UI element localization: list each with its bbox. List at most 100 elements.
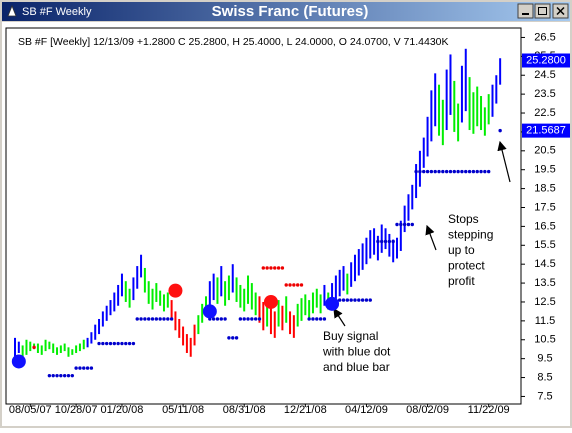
- y-tick-label: 26.5: [534, 31, 555, 43]
- price-tag-label: 25.2800: [526, 54, 566, 66]
- long-stop: [448, 169, 453, 174]
- annotation-text: stepping: [448, 228, 493, 242]
- arrow: [497, 140, 511, 183]
- y-tick-label: 18.5: [534, 183, 555, 195]
- short-stop: [276, 266, 281, 270]
- window-title: SB #F Weekly: [22, 6, 92, 18]
- long-stop: [311, 317, 315, 321]
- long-stop: [441, 169, 445, 174]
- signal-dot: [202, 304, 217, 319]
- price-tag: [522, 53, 570, 68]
- long-stop: [368, 298, 372, 302]
- y-tick-label: 14.5: [534, 258, 555, 270]
- long-stop: [139, 317, 143, 321]
- long-stop: [120, 341, 124, 346]
- long-stop: [55, 373, 59, 378]
- long-stop: [169, 317, 174, 321]
- y-tick-label: 9.5: [537, 353, 552, 365]
- long-stop: [345, 298, 350, 302]
- short-stop: [265, 266, 269, 270]
- x-tick-label: 08/31/08: [223, 404, 266, 416]
- long-stop: [341, 298, 346, 302]
- long-stop: [315, 317, 319, 321]
- long-stop: [471, 169, 476, 174]
- x-tick-label: 08/05/07: [9, 404, 52, 416]
- short-stop: [299, 283, 304, 287]
- maximize-button[interactable]: [534, 3, 551, 19]
- long-stop: [357, 298, 361, 302]
- long-stop: [124, 341, 128, 346]
- annotation-text: with blue dot: [322, 345, 391, 359]
- long-stop: [238, 317, 243, 321]
- long-stop: [104, 341, 109, 346]
- long-stop: [78, 366, 82, 370]
- long-stop: [242, 317, 246, 321]
- long-stop: [89, 366, 94, 370]
- price-tag-label: 21.5687: [526, 125, 566, 137]
- long-stop: [467, 169, 472, 174]
- short-stop: [32, 345, 36, 350]
- annotation-text: up to: [448, 243, 475, 257]
- chart-title: Swiss Franc (Futures): [212, 3, 369, 20]
- long-stop: [360, 298, 365, 302]
- y-tick-label: 19.5: [534, 164, 555, 176]
- y-tick-label: 10.5: [534, 334, 555, 346]
- short-stop: [261, 266, 265, 270]
- long-stop: [158, 317, 162, 321]
- long-stop: [437, 169, 441, 174]
- long-stop: [395, 222, 399, 227]
- long-stop: [82, 366, 86, 370]
- long-stop: [402, 222, 407, 227]
- long-stop: [234, 336, 239, 340]
- long-stop: [101, 341, 105, 346]
- short-stop: [295, 283, 300, 287]
- short-stop: [284, 283, 288, 287]
- long-stop: [364, 298, 369, 302]
- long-stop: [456, 169, 460, 174]
- long-stop: [219, 317, 223, 321]
- long-stop: [59, 373, 63, 378]
- annotation-text: protect: [448, 259, 485, 273]
- y-tick-label: 15.5: [534, 239, 555, 251]
- y-tick-label: 22.5: [534, 107, 555, 119]
- long-stop: [166, 317, 170, 321]
- long-stop: [486, 169, 491, 174]
- long-stop: [253, 317, 258, 321]
- short-stop: [292, 283, 296, 287]
- annotation-text: and blue bar: [323, 360, 390, 374]
- long-stop: [215, 317, 220, 321]
- long-stop: [422, 169, 426, 174]
- annotations: [333, 140, 511, 327]
- maximize-icon: [538, 7, 547, 15]
- long-stop: [406, 222, 411, 227]
- long-stop: [131, 341, 136, 346]
- x-tick-label: 11/22/09: [468, 404, 510, 416]
- long-stop: [74, 366, 78, 370]
- long-stop: [399, 222, 403, 227]
- long-stop: [250, 317, 254, 321]
- long-stop: [483, 169, 487, 174]
- long-stop: [391, 239, 395, 244]
- long-stop: [452, 169, 456, 174]
- long-stop: [127, 341, 132, 346]
- signal-dot: [168, 283, 183, 298]
- long-stop: [70, 373, 75, 378]
- annotation-text: Stops: [448, 212, 479, 226]
- long-stop: [322, 317, 327, 321]
- long-stop: [498, 128, 502, 133]
- long-stop: [433, 169, 437, 174]
- long-stop: [116, 341, 120, 346]
- annotation-text: Buy signal: [323, 329, 378, 343]
- minimize-button[interactable]: [517, 3, 534, 19]
- long-stop: [464, 169, 468, 174]
- y-tick-label: 11.5: [535, 315, 556, 327]
- y-tick-label: 20.5: [534, 145, 555, 157]
- arrow: [425, 224, 437, 251]
- long-stop: [349, 298, 353, 302]
- signal-dot: [11, 354, 26, 369]
- signal-dot: [263, 294, 278, 309]
- short-stop: [288, 283, 292, 287]
- long-stop: [147, 317, 151, 321]
- long-stop: [410, 222, 414, 227]
